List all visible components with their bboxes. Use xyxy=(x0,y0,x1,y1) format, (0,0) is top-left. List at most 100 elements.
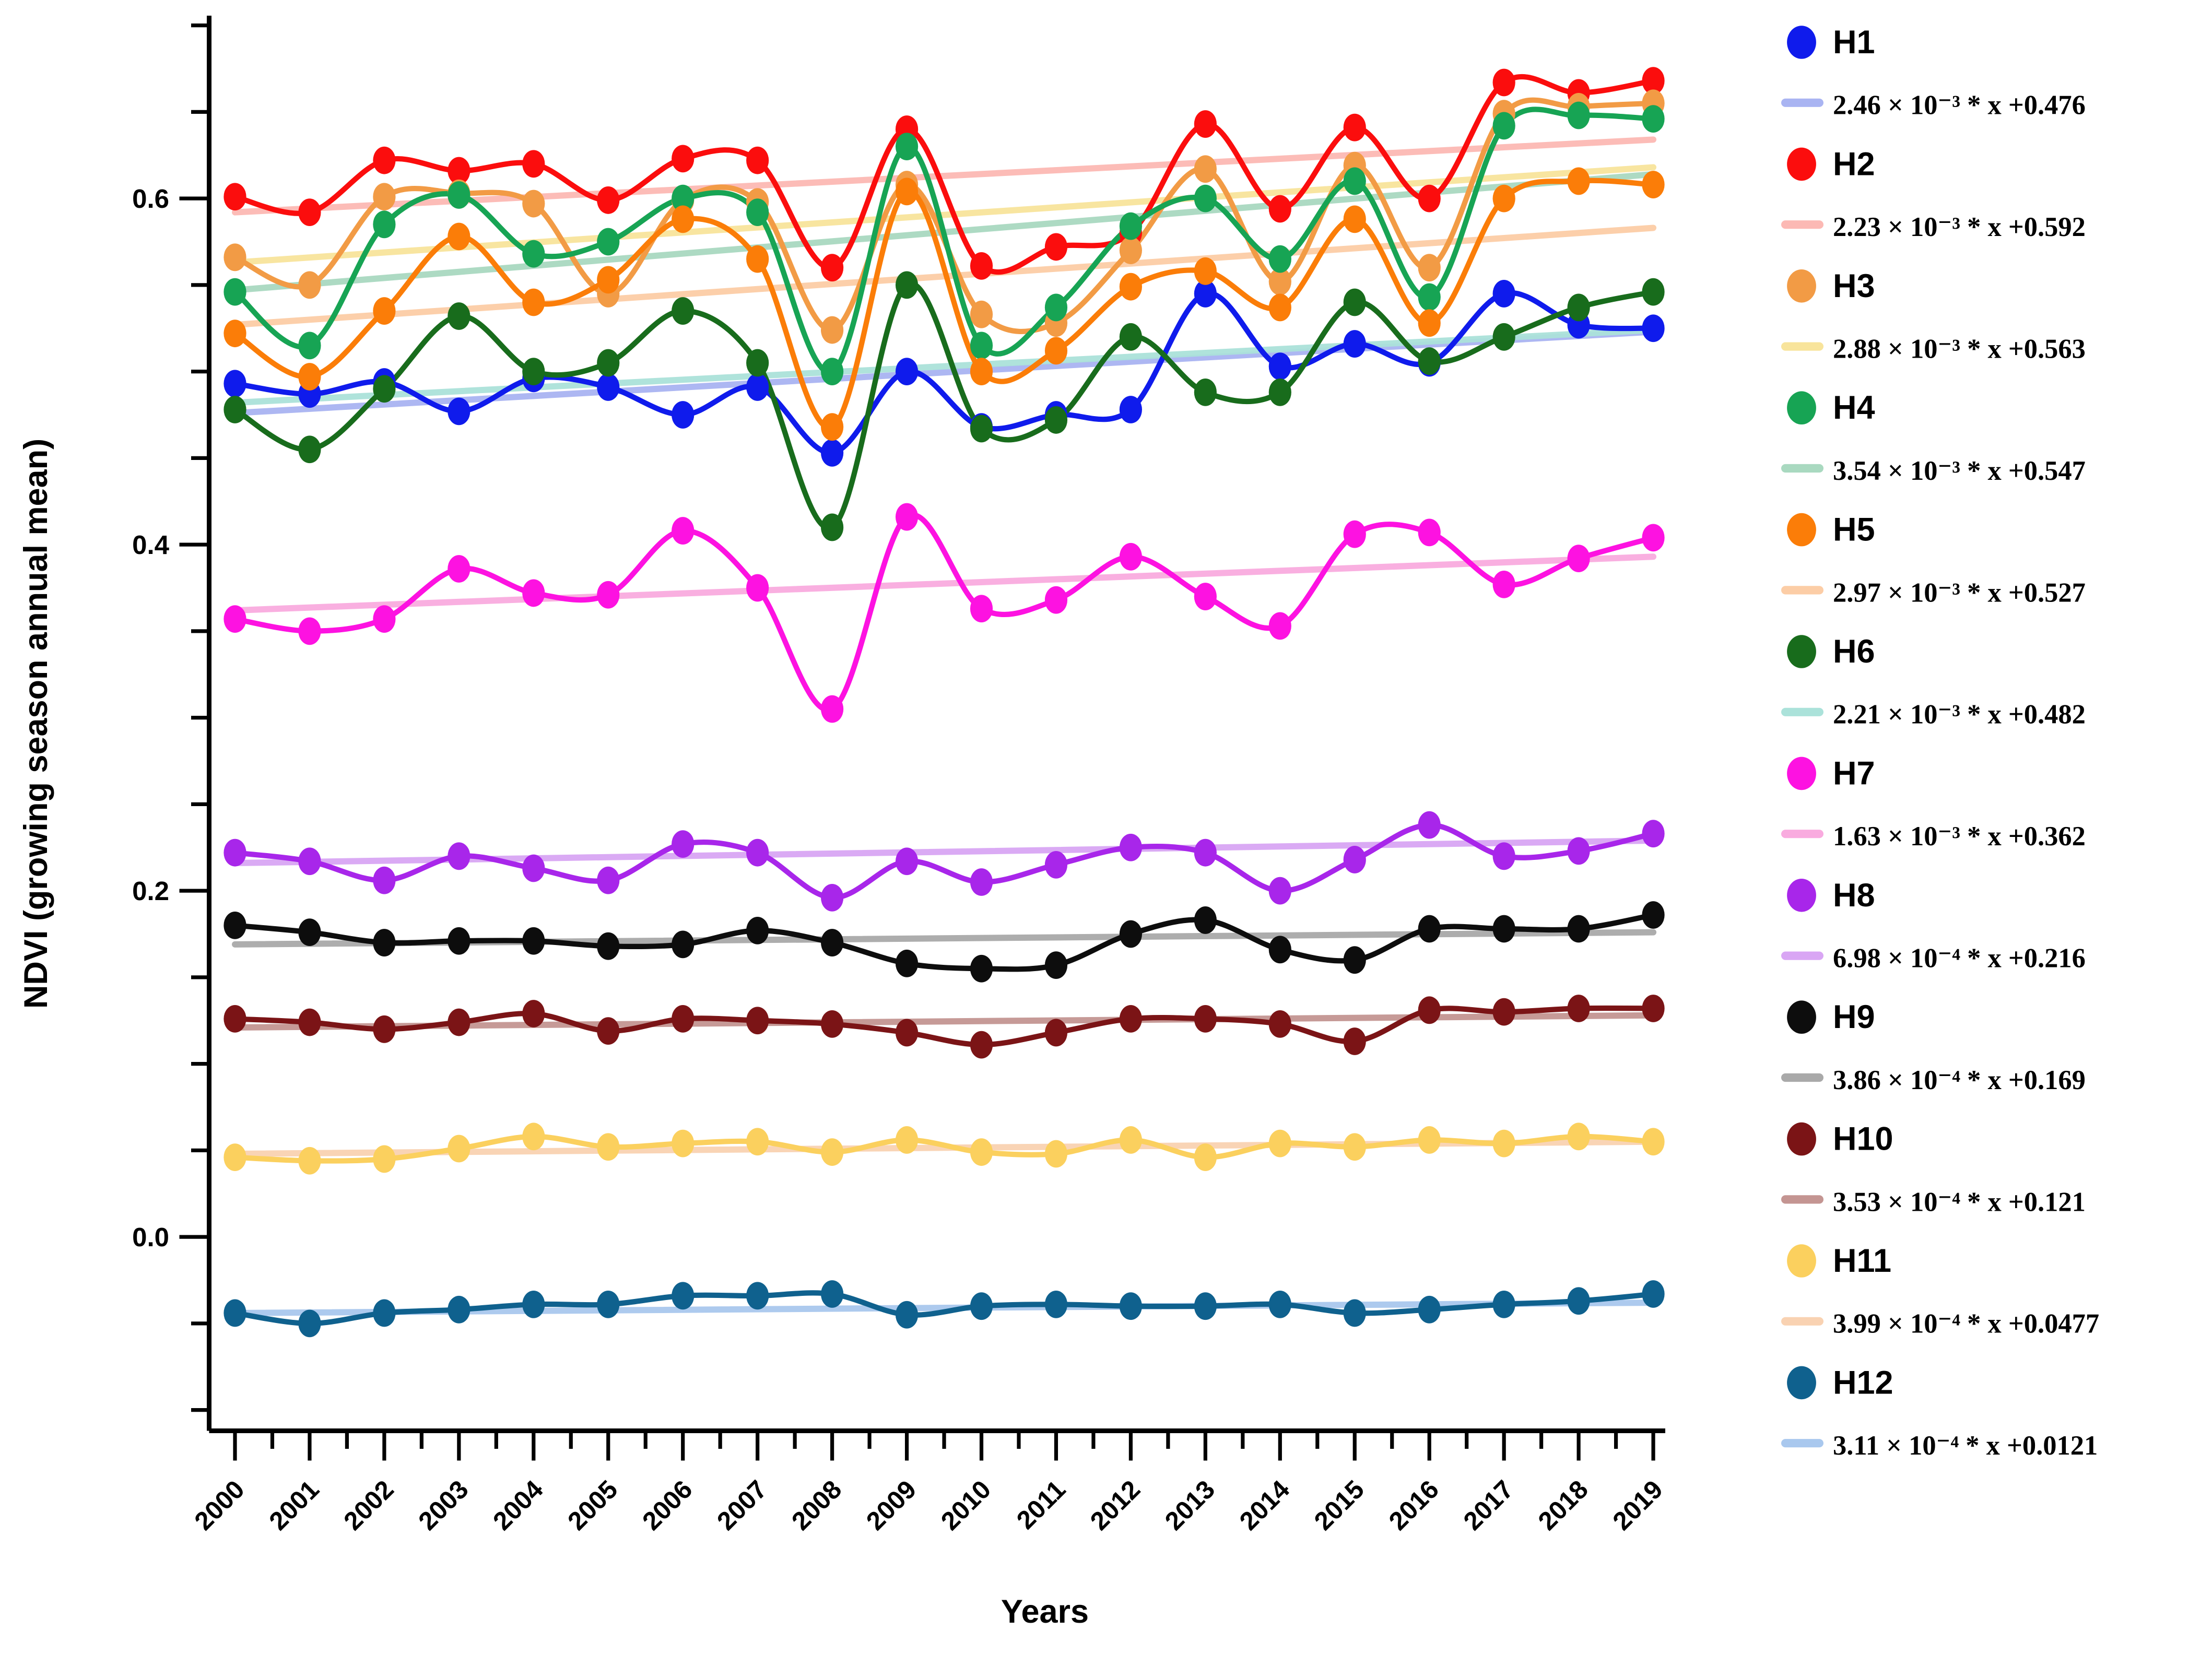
legend-trend-equation: 3.86 × 10⁻⁴ * x +0.169 xyxy=(1833,1065,2086,1095)
data-point xyxy=(448,222,470,251)
data-point xyxy=(821,439,844,467)
data-point xyxy=(895,1019,919,1047)
series-curves xyxy=(232,74,1656,1327)
data-point xyxy=(1119,920,1142,948)
data-point xyxy=(1418,1126,1441,1154)
legend-item-H6: H6 2.21 × 10⁻³ * x +0.482 xyxy=(1781,633,2086,730)
data-point xyxy=(1567,995,1590,1022)
data-point xyxy=(522,854,545,882)
data-point xyxy=(597,581,620,609)
legend-item-H4: H4 3.54 × 10⁻³ * x +0.547 xyxy=(1781,389,2086,486)
data-point xyxy=(298,617,321,645)
data-point xyxy=(1343,520,1366,548)
markers-H4 xyxy=(223,101,1665,385)
data-point xyxy=(448,1008,470,1036)
legend-marker-icon xyxy=(1787,269,1816,303)
legend-series-name: H9 xyxy=(1833,999,1875,1035)
data-point xyxy=(746,916,769,944)
data-point xyxy=(1418,996,1441,1024)
data-point xyxy=(373,183,396,211)
data-point xyxy=(1567,167,1590,195)
data-point xyxy=(672,517,695,545)
legend-trendline-icon xyxy=(1781,1073,1823,1082)
data-point xyxy=(1343,167,1366,195)
legend-trendline-icon xyxy=(1781,830,1823,838)
data-point xyxy=(1343,946,1366,974)
data-point xyxy=(597,932,620,960)
legend-trend-equation: 2.23 × 10⁻³ * x +0.592 xyxy=(1833,212,2086,242)
data-point xyxy=(1194,906,1217,934)
data-point xyxy=(1119,237,1142,264)
data-point xyxy=(597,349,620,377)
data-point xyxy=(672,145,695,173)
data-point xyxy=(522,358,545,385)
legend-marker-icon xyxy=(1787,635,1816,668)
legend-trendline-icon xyxy=(1781,1317,1823,1326)
data-point xyxy=(298,1147,321,1175)
data-point xyxy=(223,838,246,867)
data-point xyxy=(1268,378,1291,406)
data-point xyxy=(1492,842,1515,870)
data-point xyxy=(1119,1005,1142,1033)
data-point xyxy=(1343,330,1366,358)
trend-line-H8 xyxy=(232,837,1657,867)
data-point xyxy=(448,302,470,330)
data-point xyxy=(298,918,321,947)
legend-marker-icon xyxy=(1787,757,1816,790)
data-point xyxy=(1268,352,1291,381)
data-point xyxy=(970,332,993,360)
data-point xyxy=(1418,915,1441,943)
legend-trendline-icon xyxy=(1781,951,1823,960)
legend-series-name: H11 xyxy=(1833,1243,1891,1279)
data-point xyxy=(672,830,695,858)
data-point xyxy=(522,190,545,218)
y-tick-label: 0.0 xyxy=(132,1222,169,1252)
legend-trendline-icon xyxy=(1781,220,1823,229)
legend-marker-icon xyxy=(1787,513,1816,547)
data-point xyxy=(373,1299,396,1327)
legend-trend-equation: 3.53 × 10⁻⁴ * x +0.121 xyxy=(1833,1187,2086,1217)
data-point xyxy=(1567,1123,1590,1151)
data-point xyxy=(1194,378,1217,406)
data-point xyxy=(448,397,470,426)
data-point xyxy=(1642,1280,1665,1308)
data-point xyxy=(970,415,993,443)
data-point xyxy=(1418,309,1441,337)
data-point xyxy=(223,1299,246,1327)
data-point xyxy=(223,278,246,306)
legend-trend-equation: 2.97 × 10⁻³ * x +0.527 xyxy=(1833,577,2086,608)
legend-item-H2: H2 2.23 × 10⁻³ * x +0.592 xyxy=(1781,146,2086,242)
data-point xyxy=(1044,337,1068,365)
data-point xyxy=(1044,233,1068,261)
data-point xyxy=(298,1008,321,1036)
legend-series-name: H2 xyxy=(1833,146,1875,182)
data-point xyxy=(1418,283,1441,311)
data-point xyxy=(672,184,695,212)
data-point xyxy=(1418,254,1441,282)
data-point xyxy=(597,373,620,401)
data-point xyxy=(895,847,919,876)
legend-item-H10: H10 3.53 × 10⁻⁴ * x +0.121 xyxy=(1781,1121,2086,1217)
legend-trendline-icon xyxy=(1781,1195,1823,1204)
series-line-H2 xyxy=(232,74,1656,275)
legend-trendline-icon xyxy=(1781,464,1823,473)
data-point xyxy=(1044,850,1068,879)
data-point xyxy=(970,300,993,328)
legend-marker-icon xyxy=(1787,1122,1816,1156)
data-point xyxy=(1567,915,1590,943)
data-point xyxy=(970,954,993,983)
data-point xyxy=(672,205,695,233)
data-point xyxy=(373,929,396,956)
data-point xyxy=(1194,1292,1217,1320)
data-point xyxy=(522,288,545,316)
data-point xyxy=(1642,820,1665,848)
data-point xyxy=(448,555,470,583)
data-point xyxy=(1418,811,1441,839)
data-point xyxy=(597,866,620,894)
data-point xyxy=(448,157,470,185)
data-point xyxy=(373,146,396,174)
markers-H12 xyxy=(223,1280,1665,1338)
legend-trend-equation: 2.46 × 10⁻³ * x +0.476 xyxy=(1833,90,2086,121)
data-point xyxy=(1119,273,1142,301)
data-point xyxy=(1119,396,1142,423)
